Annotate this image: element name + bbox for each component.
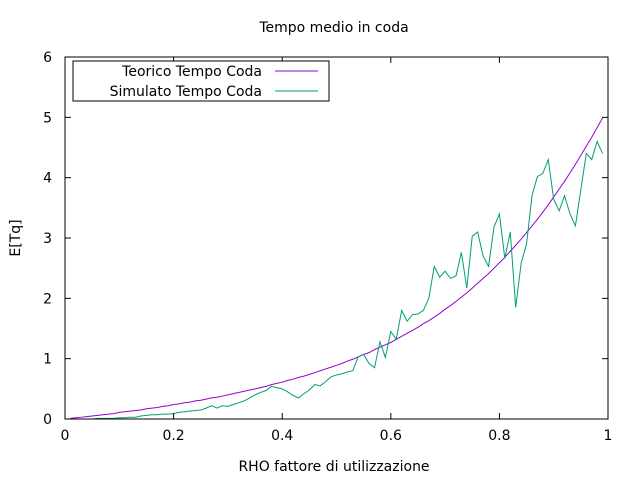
series-line-simulato	[70, 140, 604, 419]
y-axis-label: E[Tq]	[8, 219, 24, 256]
plot-area	[64, 56, 609, 420]
plot-frame	[64, 56, 609, 420]
y-tick-label: 1	[43, 352, 52, 368]
x-tick-label: 0.4	[271, 428, 293, 444]
x-axis-label: RHO fattore di utilizzazione	[238, 459, 429, 475]
y-tick-label: 4	[43, 171, 52, 187]
x-tick-label: 1	[604, 428, 613, 444]
x-axis: 0 0.2 0.4 0.6 0.8 1	[61, 57, 613, 444]
series-layer	[70, 117, 604, 419]
x-tick-label: 0.6	[380, 428, 402, 444]
y-tick-label: 3	[43, 231, 52, 247]
y-tick-label: 2	[43, 291, 52, 307]
x-tick-label: 0.2	[162, 428, 184, 444]
legend: Teorico Tempo Coda Simulato Tempo Coda	[72, 60, 330, 102]
x-tick-label: 0	[61, 428, 70, 444]
series-line-teorico	[70, 117, 604, 419]
legend-label: Simulato Tempo Coda	[110, 84, 262, 100]
x-tick-label: 0.8	[488, 428, 510, 444]
legend-box	[72, 60, 330, 102]
y-tick-label: 5	[43, 110, 52, 126]
y-axis: 0 1 2 3 4 5 6	[43, 50, 608, 428]
chart-title: Tempo medio in coda	[258, 20, 408, 36]
legend-label: Teorico Tempo Coda	[121, 64, 262, 80]
y-tick-label: 6	[43, 50, 52, 66]
y-tick-label: 0	[43, 412, 52, 428]
